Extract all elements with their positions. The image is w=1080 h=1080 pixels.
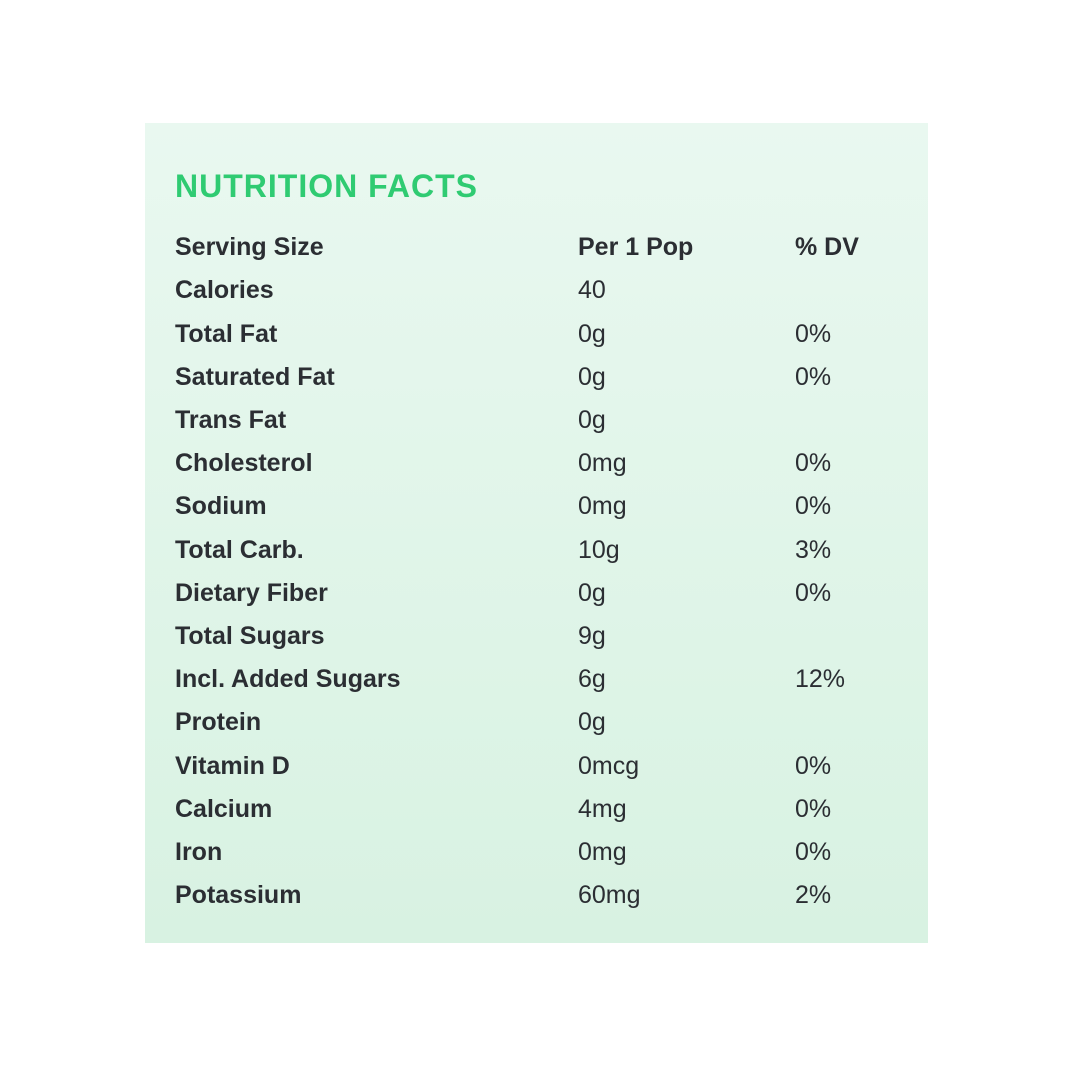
nutrient-dv: 0% <box>795 319 832 348</box>
header-serving-size: Serving Size <box>175 233 324 262</box>
nutrient-label: Total Sugars <box>175 621 325 650</box>
nutrient-row: Iron 0mg 0% <box>175 831 898 874</box>
nutrient-amount: 0g <box>578 319 606 348</box>
nutrient-dv: 0% <box>795 794 832 823</box>
nutrient-label: Calcium <box>175 794 273 823</box>
nutrient-label: Calories <box>175 276 274 305</box>
nutrient-amount: 4mg <box>578 794 627 823</box>
nutrient-amount: 0g <box>578 406 606 435</box>
nutrition-facts-title: NUTRITION FACTS <box>175 168 478 204</box>
nutrient-row: Protein 0g <box>175 701 898 744</box>
nutrient-label: Sodium <box>175 492 267 521</box>
header-per-serving: Per 1 Pop <box>578 233 694 262</box>
nutrient-label: Trans Fat <box>175 406 287 435</box>
nutrient-dv: 3% <box>795 535 832 564</box>
nutrient-dv: 2% <box>795 881 832 910</box>
nutrient-amount: 0mg <box>578 449 627 478</box>
nutrient-dv: 0% <box>795 837 832 866</box>
nutrient-label: Cholesterol <box>175 449 313 478</box>
nutrient-amount: 10g <box>578 535 620 564</box>
nutrient-row: Total Sugars 9g <box>175 615 898 658</box>
nutrient-amount: 0g <box>578 362 606 391</box>
nutrient-label: Saturated Fat <box>175 362 335 391</box>
nutrient-amount: 40 <box>578 276 606 305</box>
nutrient-dv: 0% <box>795 578 832 607</box>
nutrient-row: Potassium 60mg 2% <box>175 874 898 917</box>
nutrient-row: Cholesterol 0mg 0% <box>175 442 898 485</box>
nutrient-label: Dietary Fiber <box>175 578 328 607</box>
header-percent-dv: % DV <box>795 233 859 262</box>
nutrient-dv: 0% <box>795 449 832 478</box>
nutrient-amount: 6g <box>578 665 606 694</box>
nutrient-row: Vitamin D 0mcg 0% <box>175 744 898 787</box>
nutrient-amount: 0mg <box>578 492 627 521</box>
nutrient-row: Total Carb. 10g 3% <box>175 529 898 572</box>
nutrient-amount: 0g <box>578 578 606 607</box>
nutrient-row: Incl. Added Sugars 6g 12% <box>175 658 898 701</box>
nutrient-amount: 0mcg <box>578 751 640 780</box>
nutrient-row: Total Fat 0g 0% <box>175 313 898 356</box>
nutrient-label: Protein <box>175 708 262 737</box>
nutrient-amount: 60mg <box>578 881 641 910</box>
nutrient-dv: 0% <box>795 751 832 780</box>
table-header-row: Serving Size Per 1 Pop % DV <box>175 226 898 269</box>
nutrient-dv: 0% <box>795 492 832 521</box>
nutrient-label: Total Fat <box>175 319 278 348</box>
nutrient-label: Total Carb. <box>175 535 304 564</box>
nutrient-row: Sodium 0mg 0% <box>175 485 898 528</box>
nutrient-label: Iron <box>175 837 223 866</box>
nutrient-label: Incl. Added Sugars <box>175 665 401 694</box>
nutrient-row: Calories 40 <box>175 269 898 312</box>
nutrient-dv: 12% <box>795 665 846 694</box>
nutrient-label: Vitamin D <box>175 751 290 780</box>
nutrient-dv: 0% <box>795 362 832 391</box>
nutrient-label: Potassium <box>175 881 302 910</box>
nutrient-amount: 0mg <box>578 837 627 866</box>
nutrient-amount: 9g <box>578 621 606 650</box>
nutrition-facts-panel: NUTRITION FACTS Serving Size Per 1 Pop %… <box>145 123 928 943</box>
nutrient-row: Saturated Fat 0g 0% <box>175 356 898 399</box>
nutrient-row: Calcium 4mg 0% <box>175 788 898 831</box>
nutrient-amount: 0g <box>578 708 606 737</box>
nutrition-table: Serving Size Per 1 Pop % DV Calories 40 … <box>175 226 898 917</box>
nutrient-row: Trans Fat 0g <box>175 399 898 442</box>
nutrient-row: Dietary Fiber 0g 0% <box>175 572 898 615</box>
